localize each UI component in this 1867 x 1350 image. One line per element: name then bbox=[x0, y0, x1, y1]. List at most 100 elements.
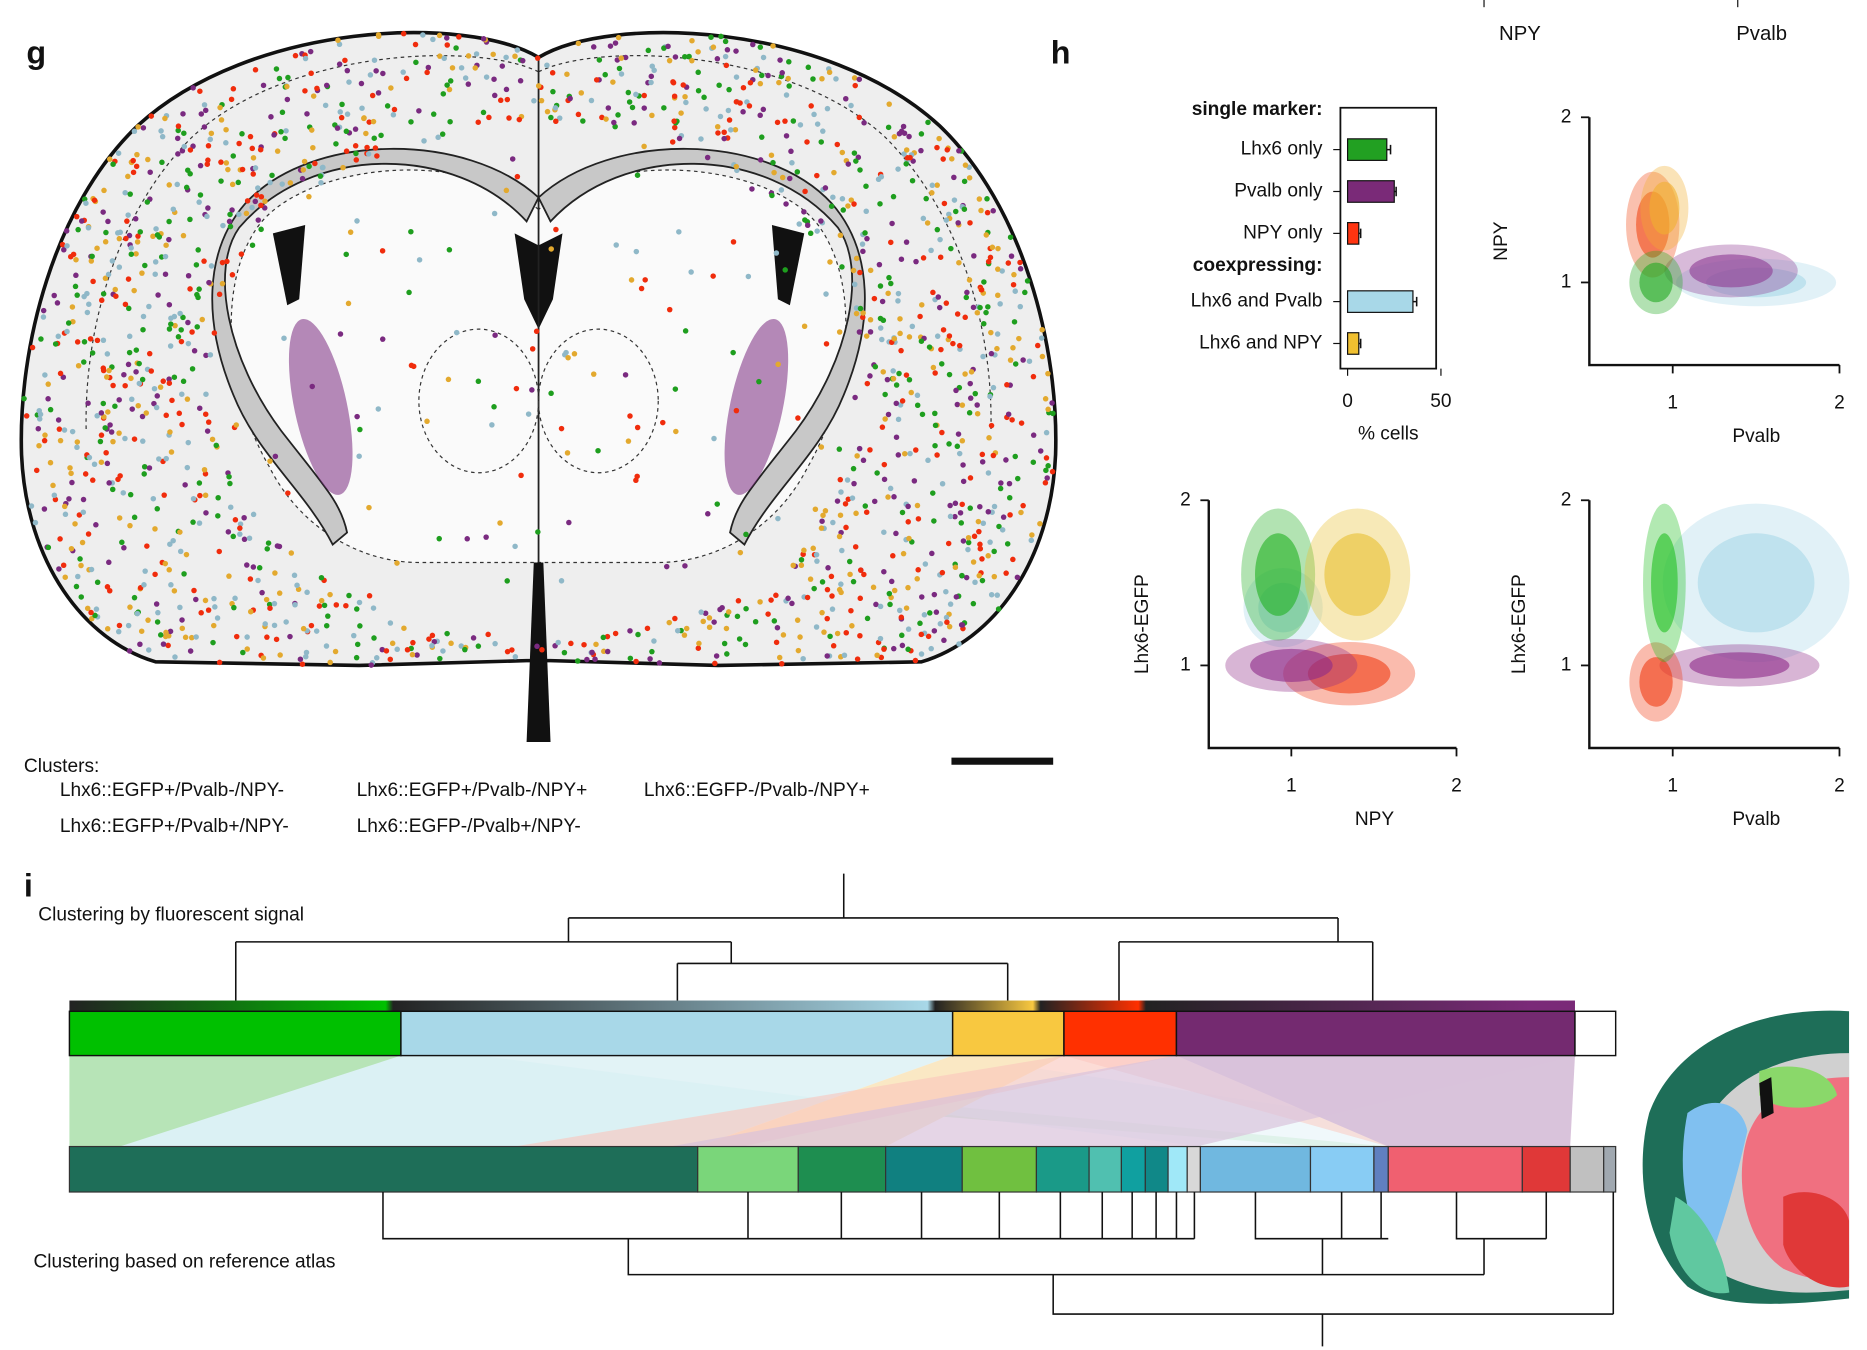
cell-dot bbox=[409, 651, 416, 658]
cell-dot bbox=[616, 65, 623, 72]
cell-dot bbox=[283, 128, 289, 134]
cell-dot bbox=[116, 397, 122, 403]
cell-dot bbox=[862, 503, 869, 509]
cell-dot bbox=[804, 222, 811, 228]
cell-dot bbox=[862, 230, 868, 236]
cell-dot bbox=[934, 182, 940, 188]
panel-label: g bbox=[26, 35, 46, 71]
cell-dot bbox=[905, 626, 912, 632]
cell-dot bbox=[913, 447, 919, 453]
cell-dot bbox=[105, 271, 112, 278]
cell-dot bbox=[603, 116, 609, 122]
cell-dot bbox=[940, 156, 946, 162]
atlas-amygdala bbox=[1669, 1196, 1730, 1294]
cell-dot bbox=[244, 562, 250, 568]
cell-dot bbox=[154, 619, 161, 625]
cell-dot bbox=[424, 418, 430, 425]
cell-dot bbox=[929, 550, 935, 557]
cell-dot bbox=[60, 562, 67, 569]
cell-dot bbox=[306, 193, 312, 200]
cell-dot bbox=[843, 95, 849, 102]
cell-dot bbox=[365, 151, 372, 157]
cell-dot bbox=[928, 645, 934, 652]
cell-dot bbox=[848, 607, 854, 614]
cell-dot bbox=[167, 343, 174, 349]
cell-dot bbox=[170, 537, 176, 544]
atlas-hippocampus bbox=[1759, 1066, 1838, 1108]
cell-dot bbox=[204, 428, 211, 434]
cell-dot bbox=[797, 122, 804, 128]
cell-dot bbox=[100, 337, 107, 344]
cell-dot bbox=[387, 620, 394, 626]
cell-dot bbox=[1008, 253, 1015, 259]
cell-dot bbox=[80, 496, 87, 503]
cell-dot bbox=[846, 558, 853, 565]
cell-dot bbox=[518, 472, 524, 479]
cell-dot bbox=[166, 218, 172, 225]
cell-dot bbox=[888, 239, 894, 246]
cell-dot bbox=[706, 624, 713, 631]
cell-dot bbox=[994, 331, 1001, 337]
x-tick-label: 2 bbox=[1451, 775, 1462, 796]
cell-dot bbox=[534, 643, 540, 650]
cell-dot bbox=[210, 639, 216, 646]
cell-dot bbox=[170, 206, 177, 212]
cell-dot bbox=[180, 378, 187, 385]
cell-dot bbox=[971, 533, 978, 540]
cell-dot bbox=[174, 181, 180, 188]
cell-dot bbox=[989, 244, 996, 251]
cell-dot bbox=[239, 131, 245, 137]
cell-dot bbox=[857, 305, 864, 312]
cell-dot bbox=[379, 248, 386, 254]
cell-dot bbox=[1017, 303, 1024, 310]
cell-dot bbox=[939, 480, 946, 487]
x-tick-label: 2 bbox=[1834, 392, 1845, 413]
cell-dot bbox=[970, 304, 977, 311]
cell-dot bbox=[196, 199, 202, 205]
cell-dot bbox=[473, 51, 480, 57]
cluster-core bbox=[1639, 657, 1673, 707]
cell-dot bbox=[112, 286, 119, 293]
cell-dot bbox=[274, 148, 281, 154]
cell-dot bbox=[166, 326, 173, 332]
cell-dot bbox=[956, 342, 963, 349]
cell-dot bbox=[68, 545, 75, 552]
cell-dot bbox=[359, 105, 365, 111]
cell-dot bbox=[795, 415, 801, 421]
cell-dot bbox=[800, 655, 806, 662]
cell-dot bbox=[297, 656, 304, 662]
cell-dot bbox=[867, 447, 873, 453]
cell-dot bbox=[746, 103, 753, 109]
cell-dot bbox=[672, 615, 678, 622]
cell-dot bbox=[820, 512, 826, 519]
cell-dot bbox=[944, 619, 950, 625]
panel-label: i bbox=[24, 868, 33, 904]
cell-dot bbox=[988, 422, 995, 429]
cell-dot bbox=[353, 157, 360, 163]
cell-dot bbox=[930, 289, 936, 296]
ventricle bbox=[771, 225, 805, 306]
cell-dot bbox=[977, 503, 983, 510]
cell-dot bbox=[985, 553, 991, 559]
cell-dot bbox=[955, 220, 961, 226]
cell-dot bbox=[946, 441, 952, 447]
cell-dot bbox=[774, 119, 781, 126]
cell-dot bbox=[839, 196, 846, 202]
cell-dot bbox=[414, 652, 420, 658]
cell-dot bbox=[682, 328, 689, 334]
cell-dot bbox=[612, 630, 619, 637]
cell-dot bbox=[181, 143, 188, 150]
cell-dot bbox=[74, 439, 81, 445]
cell-dot bbox=[878, 654, 885, 661]
cell-dot bbox=[946, 333, 953, 339]
cell-dot bbox=[633, 91, 639, 98]
cell-dot bbox=[70, 318, 76, 325]
cell-dot bbox=[122, 189, 128, 196]
cell-dot bbox=[674, 627, 681, 634]
cell-dot bbox=[830, 519, 836, 526]
cell-dot bbox=[967, 220, 973, 226]
cell-dot bbox=[179, 617, 185, 623]
x-axis-label: Pvalb bbox=[1732, 426, 1780, 447]
cell-dot bbox=[867, 329, 874, 335]
cell-dot bbox=[881, 646, 887, 652]
